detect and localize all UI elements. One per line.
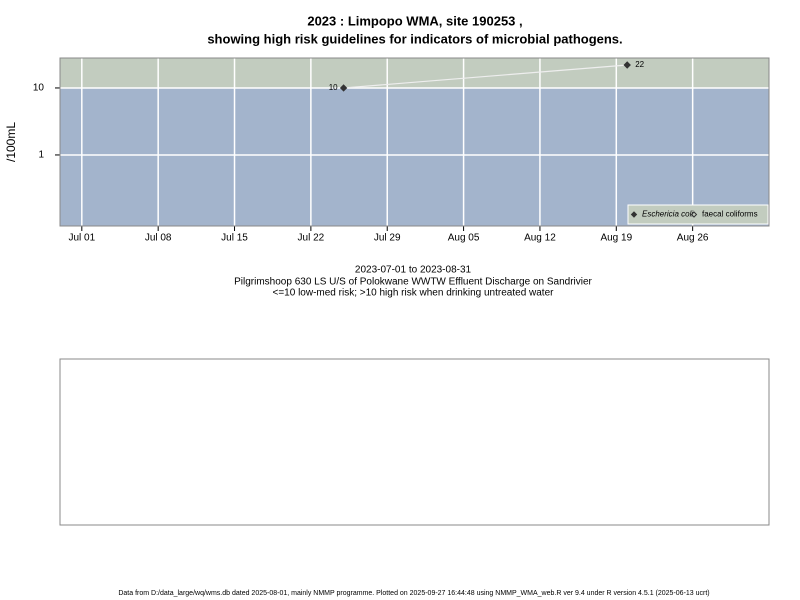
series-line <box>343 64 628 89</box>
footer: Data from D:/data_large/wq/wms.db dated … <box>118 590 709 597</box>
empty-panel <box>59 358 770 526</box>
x-tick-label: Jul 29 <box>374 233 401 244</box>
x-tick-label: Aug 05 <box>448 233 480 244</box>
legend-marker <box>690 211 698 218</box>
site-caption: Pilgrimshoop 630 LS U/S of Polokwane WWT… <box>234 277 592 288</box>
x-tick-label: Aug 19 <box>600 233 632 244</box>
low-risk-zone <box>60 87 769 226</box>
legend-label: Eschericia coli <box>642 210 693 219</box>
x-tick-label: Jul 22 <box>298 233 325 244</box>
x-tick-label: Aug 12 <box>524 233 556 244</box>
data-label: 10 <box>329 83 338 92</box>
y-tick-label: 10 <box>33 83 45 94</box>
y-tick-label: 1 <box>38 150 44 161</box>
x-tick-label: Jul 01 <box>68 233 95 244</box>
data-label: 22 <box>635 60 644 69</box>
x-tick-label: Jul 08 <box>145 233 172 244</box>
point <box>339 84 348 92</box>
x-caption: 2023-07-01 to 2023-08-31 <box>355 265 472 276</box>
point <box>623 61 631 69</box>
x-tick-label: Aug 26 <box>677 233 709 244</box>
risk-caption: <=10 low-med risk; >10 high risk when dr… <box>273 288 555 299</box>
x-tick-label: Jul 15 <box>221 233 248 244</box>
chart-title: 2023 : Limpopo WMA, site 190253 , <box>307 13 522 28</box>
plot-frame <box>59 57 770 227</box>
legend-marker <box>630 211 638 218</box>
legend-label: faecal coliforms <box>702 210 758 219</box>
legend-box <box>627 204 769 225</box>
chart-subtitle: showing high risk guidelines for indicat… <box>207 31 622 46</box>
high-risk-zone <box>60 58 769 88</box>
y-axis-label: /100mL <box>4 122 18 162</box>
